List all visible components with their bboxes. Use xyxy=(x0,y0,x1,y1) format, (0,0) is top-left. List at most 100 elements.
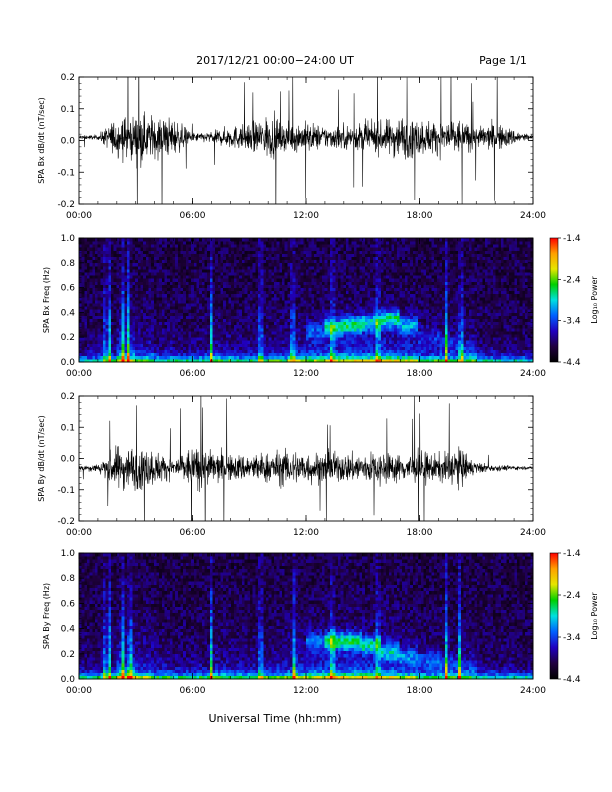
spectrogram-cell xyxy=(84,309,88,313)
spectrogram-cell xyxy=(388,262,392,267)
spectrogram-cell xyxy=(148,324,152,329)
spectrogram-cell xyxy=(362,349,366,354)
spectrogram-cell xyxy=(156,327,160,332)
spectrogram-cell xyxy=(233,318,237,323)
spectrogram-cell xyxy=(257,312,261,316)
spectrogram-cell xyxy=(153,247,157,251)
spectrogram-cell xyxy=(103,284,107,288)
spectrogram-cell xyxy=(319,247,323,251)
spectrogram-cell xyxy=(281,272,285,276)
spectrogram-cell xyxy=(183,250,187,254)
spectrogram-cell xyxy=(356,241,360,245)
spectrogram-cell xyxy=(127,296,131,301)
spectrogram-cell xyxy=(156,321,160,326)
spectrogram-cell xyxy=(244,265,248,270)
spectrogram-cell xyxy=(273,290,277,295)
spectrogram-cell xyxy=(161,296,165,301)
spectrogram-cell xyxy=(111,241,115,245)
spectrogram-cell xyxy=(396,349,400,354)
spectrogram-cell xyxy=(399,315,403,319)
spectrogram-cell xyxy=(92,358,96,363)
spectrogram-cell xyxy=(161,306,165,310)
spectrogram-cell xyxy=(148,238,152,242)
spectrogram-cell xyxy=(335,253,339,257)
spectrogram-cell xyxy=(284,340,288,344)
spectrogram-cell xyxy=(108,300,112,304)
spectrogram-cell xyxy=(314,284,318,288)
spectrogram-cell xyxy=(300,327,304,332)
spectrogram-cell xyxy=(228,315,232,319)
spectrogram-cell xyxy=(276,287,280,292)
spectrogram-cell xyxy=(201,247,205,251)
spectrogram-cell xyxy=(306,269,310,273)
spectrogram-cell xyxy=(324,346,328,350)
spectrogram-cell xyxy=(396,309,400,313)
spectrogram-cell xyxy=(124,256,128,261)
spectrogram-cell xyxy=(273,334,277,338)
spectrogram-cell xyxy=(396,312,400,316)
spectrogram-cell xyxy=(306,300,310,304)
spectrogram-cell xyxy=(97,247,101,251)
spectrogram-cell xyxy=(316,343,320,347)
spectrogram-cell xyxy=(145,343,149,347)
spectrogram-cell xyxy=(346,309,350,313)
spectrogram-cell xyxy=(135,303,139,307)
spectrogram-cell xyxy=(97,259,101,264)
spectrogram-cell xyxy=(105,309,109,313)
spectrogram-cell xyxy=(386,293,390,298)
spectrogram-panel-1: 00:00 06:00 12:00 18:00 24:001.00.80.60.40.2… xyxy=(42,234,599,379)
spectrogram-cell xyxy=(372,340,376,344)
spectrogram-cell xyxy=(108,259,112,264)
spectrogram-cell xyxy=(191,244,195,248)
spectrogram-cell xyxy=(244,334,248,338)
spectrogram-cell xyxy=(169,259,173,264)
spectrogram-cell xyxy=(260,284,264,288)
spectrogram-cell xyxy=(327,312,331,316)
spectrogram-cell xyxy=(281,312,285,316)
spectrogram-cell xyxy=(356,337,360,341)
spectrogram-cell xyxy=(225,312,229,316)
spectrogram-cell xyxy=(239,259,243,264)
spectrogram-cell xyxy=(137,331,141,335)
spectrogram-cell xyxy=(383,284,387,288)
spectrogram-cell xyxy=(183,306,187,310)
spectrogram-cell xyxy=(249,355,253,360)
spectrogram-cell xyxy=(364,256,368,261)
spectrogram-cell xyxy=(265,293,269,298)
spectrogram-cell xyxy=(346,340,350,344)
spectrogram-cell xyxy=(319,346,323,350)
waveform-panel-0: 00:00 06:00 12:00 18:00 24:000.20.10.0-0.1-0… xyxy=(37,73,546,221)
spectrogram-cell xyxy=(153,293,157,298)
spectrogram-cell xyxy=(81,355,85,360)
spectrogram-cell xyxy=(359,259,363,264)
spectrogram-cell xyxy=(279,309,283,313)
spectrogram-cell xyxy=(103,287,107,292)
spectrogram-cell xyxy=(402,321,406,326)
spectrogram-cell xyxy=(247,315,251,319)
spectrogram-cell xyxy=(196,318,200,323)
spectrogram-cell xyxy=(308,346,312,350)
spectrogram-cell xyxy=(260,349,264,354)
spectrogram-cell xyxy=(111,337,115,341)
spectrogram-cell xyxy=(335,324,339,329)
spectrogram-cell xyxy=(191,269,195,273)
spectrogram-cell xyxy=(399,352,403,357)
spectrogram-cell xyxy=(303,358,307,363)
spectrogram-cell xyxy=(241,355,245,360)
spectrogram-cell xyxy=(276,321,280,326)
spectrogram-cell xyxy=(332,343,336,347)
spectrogram-cell xyxy=(284,278,288,282)
spectrogram-cell xyxy=(148,296,152,301)
spectrogram-cell xyxy=(225,334,229,338)
spectrogram-cell xyxy=(383,337,387,341)
spectrogram-cell xyxy=(137,312,141,316)
spectrogram-cell xyxy=(132,256,136,261)
spectrogram-cell xyxy=(239,327,243,332)
spectrogram-cell xyxy=(276,253,280,257)
spectrogram-cell xyxy=(300,284,304,288)
spectrogram-cell xyxy=(306,281,310,285)
spectrogram-cell xyxy=(391,337,395,341)
spectrogram-cell xyxy=(167,327,171,332)
spectrogram-cell xyxy=(308,293,312,298)
spectrogram-cell xyxy=(402,284,406,288)
